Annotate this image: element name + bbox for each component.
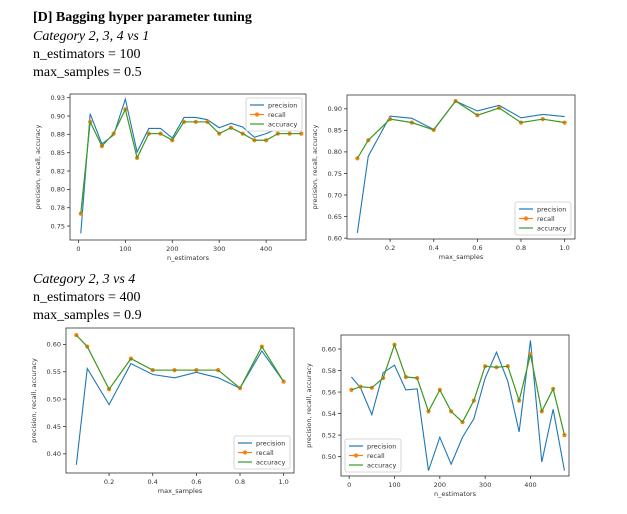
legend-marker-recall — [353, 453, 359, 458]
x-tick-label: 0.8 — [235, 478, 245, 486]
y-tick-label: 0.60 — [328, 234, 342, 242]
legend-label-precision: precision — [268, 101, 297, 109]
y-tick-label: 0.85 — [328, 127, 342, 135]
y-tick-label: 0.50 — [322, 453, 336, 461]
x-tick-label: 400 — [260, 245, 272, 253]
x-tick-label: 100 — [119, 245, 131, 253]
x-tick-label: 0.6 — [472, 244, 482, 252]
legend-label-accuracy: accuracy — [256, 458, 285, 466]
y-tick-label: 0.75 — [51, 222, 65, 230]
recall-point — [349, 387, 354, 392]
y-tick-label: 0.80 — [328, 148, 342, 156]
y-tick-label: 0.45 — [47, 423, 61, 431]
y-axis-label: precision, recall, accuracy — [30, 358, 38, 443]
legend-box — [344, 438, 402, 473]
max-samples-setting-1: max_samples = 0.5 — [33, 65, 142, 80]
x-tick-label: 0 — [76, 245, 80, 253]
legend-label-recall: recall — [537, 215, 555, 223]
y-tick-label: 0.56 — [322, 388, 336, 396]
x-axis-label: max_samples — [158, 487, 203, 495]
category-heading-2: Category 2, 3 vs 4 — [33, 272, 136, 287]
x-axis-label: max_samples — [439, 253, 484, 261]
legend-marker-recall — [242, 450, 248, 455]
legend-box — [514, 201, 572, 236]
legend-label-precision: precision — [537, 205, 566, 213]
y-axis-label: precision, recall, accuracy — [311, 125, 319, 210]
x-tick-label: 300 — [479, 481, 491, 489]
legend-label-recall: recall — [256, 449, 274, 457]
page-title: [D] Bagging hyper parameter tuning — [33, 10, 252, 25]
x-tick-label: 0.4 — [148, 478, 158, 486]
legend-marker-recall — [254, 112, 260, 117]
y-tick-label: 0.93 — [51, 94, 65, 102]
series-line-accuracy — [356, 100, 565, 159]
x-tick-label: 200 — [434, 481, 446, 489]
y-tick-label: 0.54 — [322, 410, 336, 418]
legend-marker-recall — [523, 216, 529, 221]
x-tick-label: 0.2 — [385, 244, 395, 252]
y-axis-label: precision, recall, accuracy — [305, 363, 313, 448]
x-tick-label: 0.2 — [104, 478, 114, 486]
max-samples-setting-2: max_samples = 0.9 — [33, 308, 142, 323]
y-tick-label: 0.65 — [328, 213, 342, 221]
y-tick-label: 0.88 — [51, 131, 65, 139]
x-tick-label: 0.8 — [516, 244, 526, 252]
x-tick-label: 0 — [347, 481, 351, 489]
x-tick-label: 100 — [388, 481, 400, 489]
legend-label-recall: recall — [367, 452, 385, 460]
series-line-accuracy — [75, 334, 285, 391]
y-tick-label: 0.75 — [328, 170, 342, 178]
legend-label-precision: precision — [367, 442, 396, 450]
x-tick-label: 1.0 — [278, 478, 288, 486]
category-heading-1: Category 2, 3, 4 vs 1 — [33, 29, 150, 44]
series-line-precision — [75, 349, 285, 465]
y-tick-label: 0.40 — [47, 450, 61, 458]
x-tick-label: 1.0 — [559, 244, 569, 252]
y-tick-label: 0.85 — [51, 149, 65, 157]
y-tick-label: 0.50 — [47, 395, 61, 403]
y-tick-label: 0.55 — [47, 368, 61, 376]
series-line-accuracy — [351, 343, 566, 436]
x-tick-label: 400 — [524, 481, 536, 489]
legend-label-accuracy: accuracy — [268, 120, 297, 128]
y-tick-label: 0.60 — [47, 341, 61, 349]
y-tick-label: 0.58 — [322, 367, 336, 375]
y-tick-label: 0.90 — [328, 105, 342, 113]
y-tick-label: 0.70 — [328, 191, 342, 199]
y-tick-label: 0.82 — [51, 167, 65, 175]
legend-box — [233, 435, 291, 470]
series-line-accuracy — [80, 107, 302, 214]
n-estimators-setting-1: n_estimators = 100 — [33, 47, 141, 62]
legend-box — [245, 97, 303, 132]
y-tick-label: 0.90 — [51, 112, 65, 120]
y-axis-label: precision, recall, accuracy — [34, 125, 42, 210]
x-tick-label: 0.4 — [429, 244, 439, 252]
legend-label-accuracy: accuracy — [367, 461, 396, 469]
legend-label-accuracy: accuracy — [537, 224, 566, 232]
legend-label-precision: precision — [256, 439, 285, 447]
y-tick-label: 0.60 — [322, 345, 336, 353]
x-tick-label: 0.6 — [191, 478, 201, 486]
y-tick-label: 0.80 — [51, 186, 65, 194]
legend-label-recall: recall — [268, 111, 286, 119]
x-tick-label: 300 — [213, 245, 225, 253]
y-tick-label: 0.52 — [322, 431, 336, 439]
y-tick-label: 0.78 — [51, 204, 65, 212]
x-axis-label: n_estimators — [434, 490, 477, 498]
n-estimators-setting-2: n_estimators = 400 — [33, 290, 141, 305]
x-axis-label: n_estimators — [167, 254, 210, 262]
x-tick-label: 200 — [166, 245, 178, 253]
